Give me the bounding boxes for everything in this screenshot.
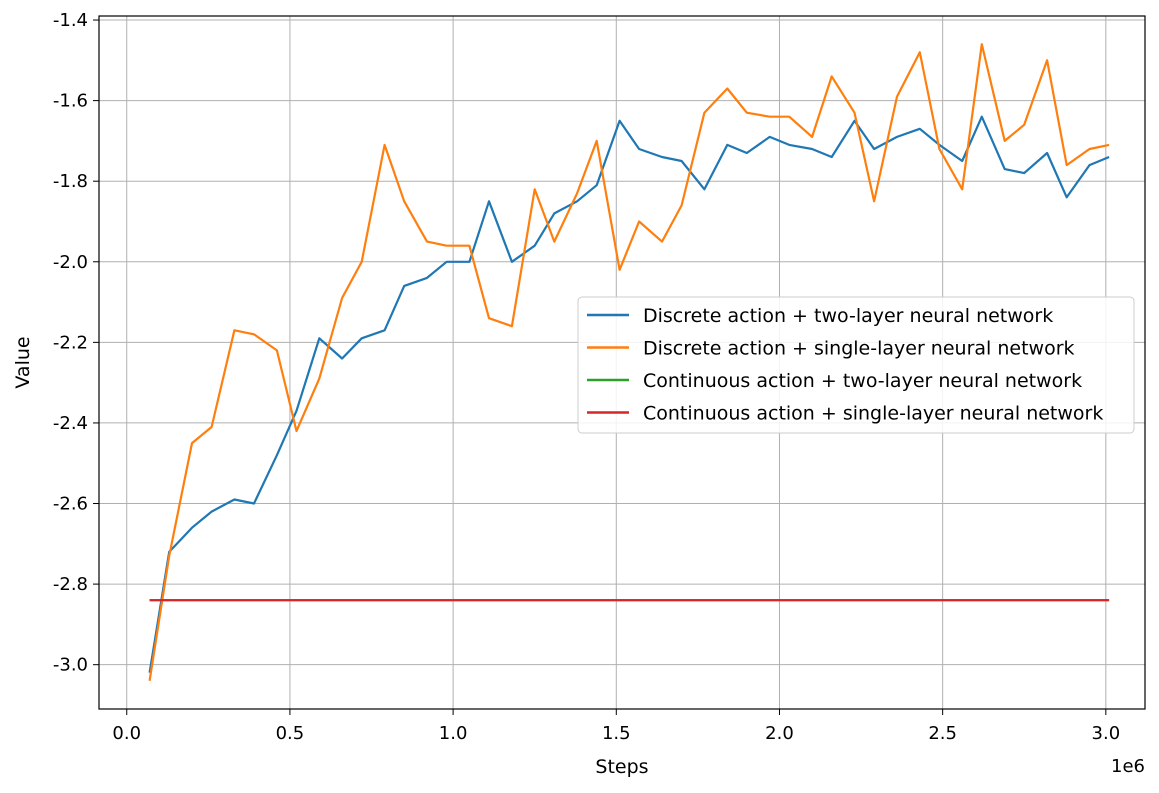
- legend-label: Discrete action + two-layer neural netwo…: [643, 305, 1053, 327]
- legend-label: Continuous action + two-layer neural net…: [643, 370, 1082, 392]
- legend-label: Discrete action + single-layer neural ne…: [643, 338, 1075, 360]
- legend: Discrete action + two-layer neural netwo…: [577, 296, 1135, 434]
- x-tick-label: 2.5: [928, 723, 957, 744]
- y-axis-label: Value: [12, 336, 34, 388]
- x-tick-label: 1.0: [439, 723, 468, 744]
- y-tick-label: -2.8: [53, 574, 88, 595]
- x-tick-label: 0.0: [112, 723, 141, 744]
- x-axis-ticks: 0.0 0.5 1.0 1.5 2.0 2.5 3.0: [112, 709, 1120, 744]
- x-tick-label: 2.0: [765, 723, 794, 744]
- y-tick-label: -2.2: [53, 332, 88, 353]
- series-line-1: [148, 115, 1110, 673]
- x-tick-label: 0.5: [276, 723, 305, 744]
- y-tick-label: -2.4: [53, 413, 88, 434]
- series-line-2: [148, 43, 1110, 681]
- y-tick-label: -2.0: [53, 252, 88, 273]
- legend-label: Continuous action + single-layer neural …: [643, 403, 1103, 425]
- x-tick-label: 1.5: [602, 723, 631, 744]
- y-tick-label: -2.6: [53, 494, 88, 515]
- x-axis-label: Steps: [595, 756, 648, 778]
- series-lines: [148, 43, 1110, 681]
- y-axis-ticks: -3.0 -2.8 -2.6 -2.4 -2.2 -2.0 -1.8 -1.6 -1.4: [53, 10, 99, 676]
- x-tick-label: 3.0: [1092, 723, 1121, 744]
- plot-frame: [98, 15, 1146, 710]
- y-tick-label: -1.6: [53, 91, 88, 112]
- legend-box: [577, 296, 1135, 434]
- x-axis-offset-label: 1e6: [1111, 756, 1145, 777]
- y-tick-label: -1.8: [53, 171, 88, 192]
- y-tick-label: -3.0: [53, 655, 88, 676]
- y-tick-label: -1.4: [53, 10, 88, 31]
